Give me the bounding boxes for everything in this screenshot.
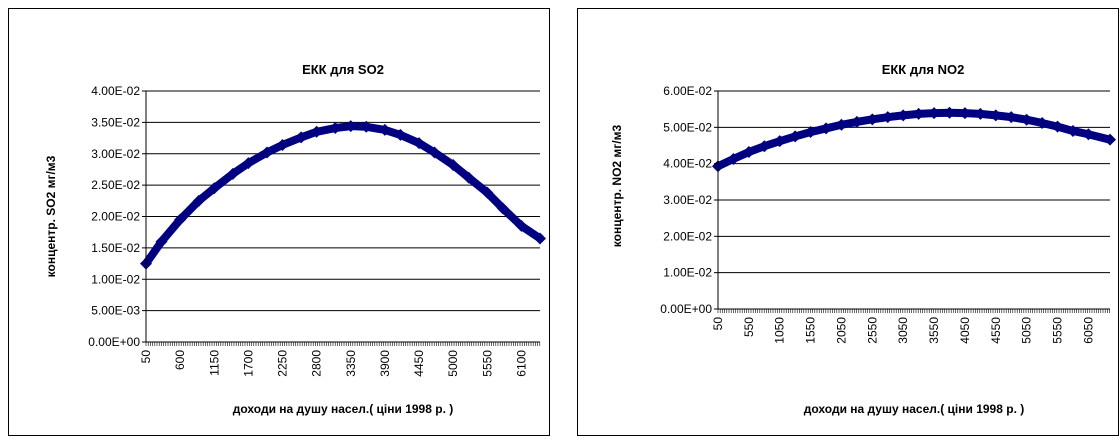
y-tick-label: 0.00E+00	[88, 335, 140, 349]
data-point	[481, 186, 494, 199]
data-point	[912, 107, 925, 120]
data-point	[413, 137, 426, 150]
data-point	[773, 135, 786, 148]
data-point	[1104, 133, 1116, 146]
y-tick-label: 3.00E-02	[663, 193, 712, 207]
data-point	[447, 159, 460, 172]
data-point	[943, 106, 956, 119]
x-tick-label: 1050	[773, 317, 787, 344]
data-point	[428, 146, 441, 159]
no2-chart-frame: 0.00E+00 1.00E-02 2.00E-02 3.00E-02 4.00E-02…	[577, 8, 1119, 436]
data-point	[155, 235, 168, 248]
x-tick-label: 5050	[1020, 317, 1034, 344]
y-tick-label: 5.00E-02	[663, 120, 712, 134]
data-point	[727, 152, 740, 165]
data-point	[394, 128, 407, 141]
x-tick-label: 4450	[412, 350, 426, 377]
data-point	[989, 109, 1002, 122]
y-tick-label: 4.00E-02	[663, 157, 712, 171]
x-tick-label: 4050	[958, 317, 972, 344]
data-point	[974, 107, 987, 120]
data-point	[1051, 120, 1064, 133]
x-tick-label: 2050	[834, 317, 848, 344]
x-tick-label: 50	[711, 317, 725, 331]
x-tick-label: 1700	[241, 350, 255, 377]
x-tick-label: 1550	[804, 317, 818, 344]
data-point	[329, 122, 342, 135]
y-tick-label: 4.00E-02	[91, 84, 140, 98]
data-point	[866, 113, 879, 126]
y-tick-label: 1.50E-02	[91, 241, 140, 255]
data-point	[835, 118, 848, 131]
x-tick-label: 4550	[989, 317, 1003, 344]
x-tick-label: 3350	[344, 350, 358, 377]
y-tick-label: 6.00E-02	[663, 84, 712, 98]
x-tick-label: 2250	[276, 350, 290, 377]
data-point	[208, 182, 221, 195]
data-point	[850, 115, 863, 128]
x-tick-label: 3900	[378, 350, 392, 377]
data-point	[276, 138, 289, 151]
data-point	[1020, 113, 1033, 126]
data-point	[295, 131, 308, 144]
data-point	[928, 107, 941, 120]
data-point	[1036, 116, 1049, 129]
y-tick-label: 5.00E-03	[91, 304, 140, 318]
data-point	[958, 107, 971, 120]
data-point	[881, 111, 894, 124]
data-point	[758, 140, 771, 153]
y-axis-title: концентр. NO2 мг/м3	[610, 124, 624, 247]
data-point	[515, 219, 528, 232]
data-point	[897, 109, 910, 122]
x-tick-label: 2550	[865, 317, 879, 344]
x-tick-label: 550	[742, 317, 756, 337]
so2-chart: 0.00E+00 5.00E-03 1.00E-02 1.50E-02 2.00E-02…	[44, 62, 546, 416]
y-tick-label: 1.00E-02	[91, 272, 140, 286]
x-tick-label: 6100	[514, 350, 528, 377]
data-point	[242, 157, 255, 170]
y-tick-label: 0.00E+00	[660, 302, 712, 316]
x-tick-label: 1150	[207, 350, 221, 376]
y-tick-label: 3.50E-02	[91, 115, 140, 129]
y-tick-label: 2.00E-02	[663, 229, 712, 243]
data-point	[226, 167, 239, 180]
so2-chart-frame: 0.00E+00 5.00E-03 1.00E-02 1.50E-02 2.00E-02…	[8, 8, 550, 436]
x-tick-label: 3050	[896, 317, 910, 344]
x-tick-label: 3550	[927, 317, 941, 344]
x-tick-label: 2800	[310, 350, 324, 377]
x-tick-label: 5000	[446, 350, 460, 377]
data-point	[742, 146, 755, 159]
data-point	[378, 123, 391, 136]
chart-title: ЕКК для SO2	[302, 62, 384, 77]
y-tick-label: 2.00E-02	[91, 210, 140, 224]
x-tick-label: 5550	[1051, 317, 1065, 344]
data-point	[804, 126, 817, 139]
data-point	[192, 194, 205, 207]
y-tick-label: 1.00E-02	[663, 266, 712, 280]
y-tick-label: 2.50E-02	[91, 178, 140, 192]
data-point	[820, 122, 833, 135]
x-tick-label: 50	[139, 350, 153, 364]
data-point	[310, 125, 323, 138]
x-tick-label: 5550	[480, 350, 494, 377]
x-axis-title: доходи на душу насел.( ціни 1998 р. )	[233, 402, 453, 416]
no2-chart: 0.00E+00 1.00E-02 2.00E-02 3.00E-02 4.00E-02…	[610, 62, 1116, 416]
data-point	[360, 120, 373, 133]
data-point	[1005, 111, 1018, 124]
data-point	[462, 171, 475, 184]
data-point	[496, 202, 509, 215]
data-point	[260, 146, 273, 159]
x-tick-label: 6050	[1081, 317, 1095, 344]
y-axis-title: концентр. SO2 мг/м3	[44, 155, 58, 277]
data-point	[789, 130, 802, 143]
data-point	[1082, 128, 1095, 141]
x-axis-title: доходи на душу насел.( ціни 1998 р. )	[804, 402, 1024, 416]
data-point	[344, 120, 357, 133]
chart-title: ЕКК для NO2	[882, 62, 965, 77]
data-point	[174, 213, 187, 226]
data-point	[1066, 124, 1079, 137]
x-tick-label: 600	[173, 350, 187, 370]
data-point	[534, 232, 546, 245]
y-tick-label: 3.00E-02	[91, 147, 140, 161]
